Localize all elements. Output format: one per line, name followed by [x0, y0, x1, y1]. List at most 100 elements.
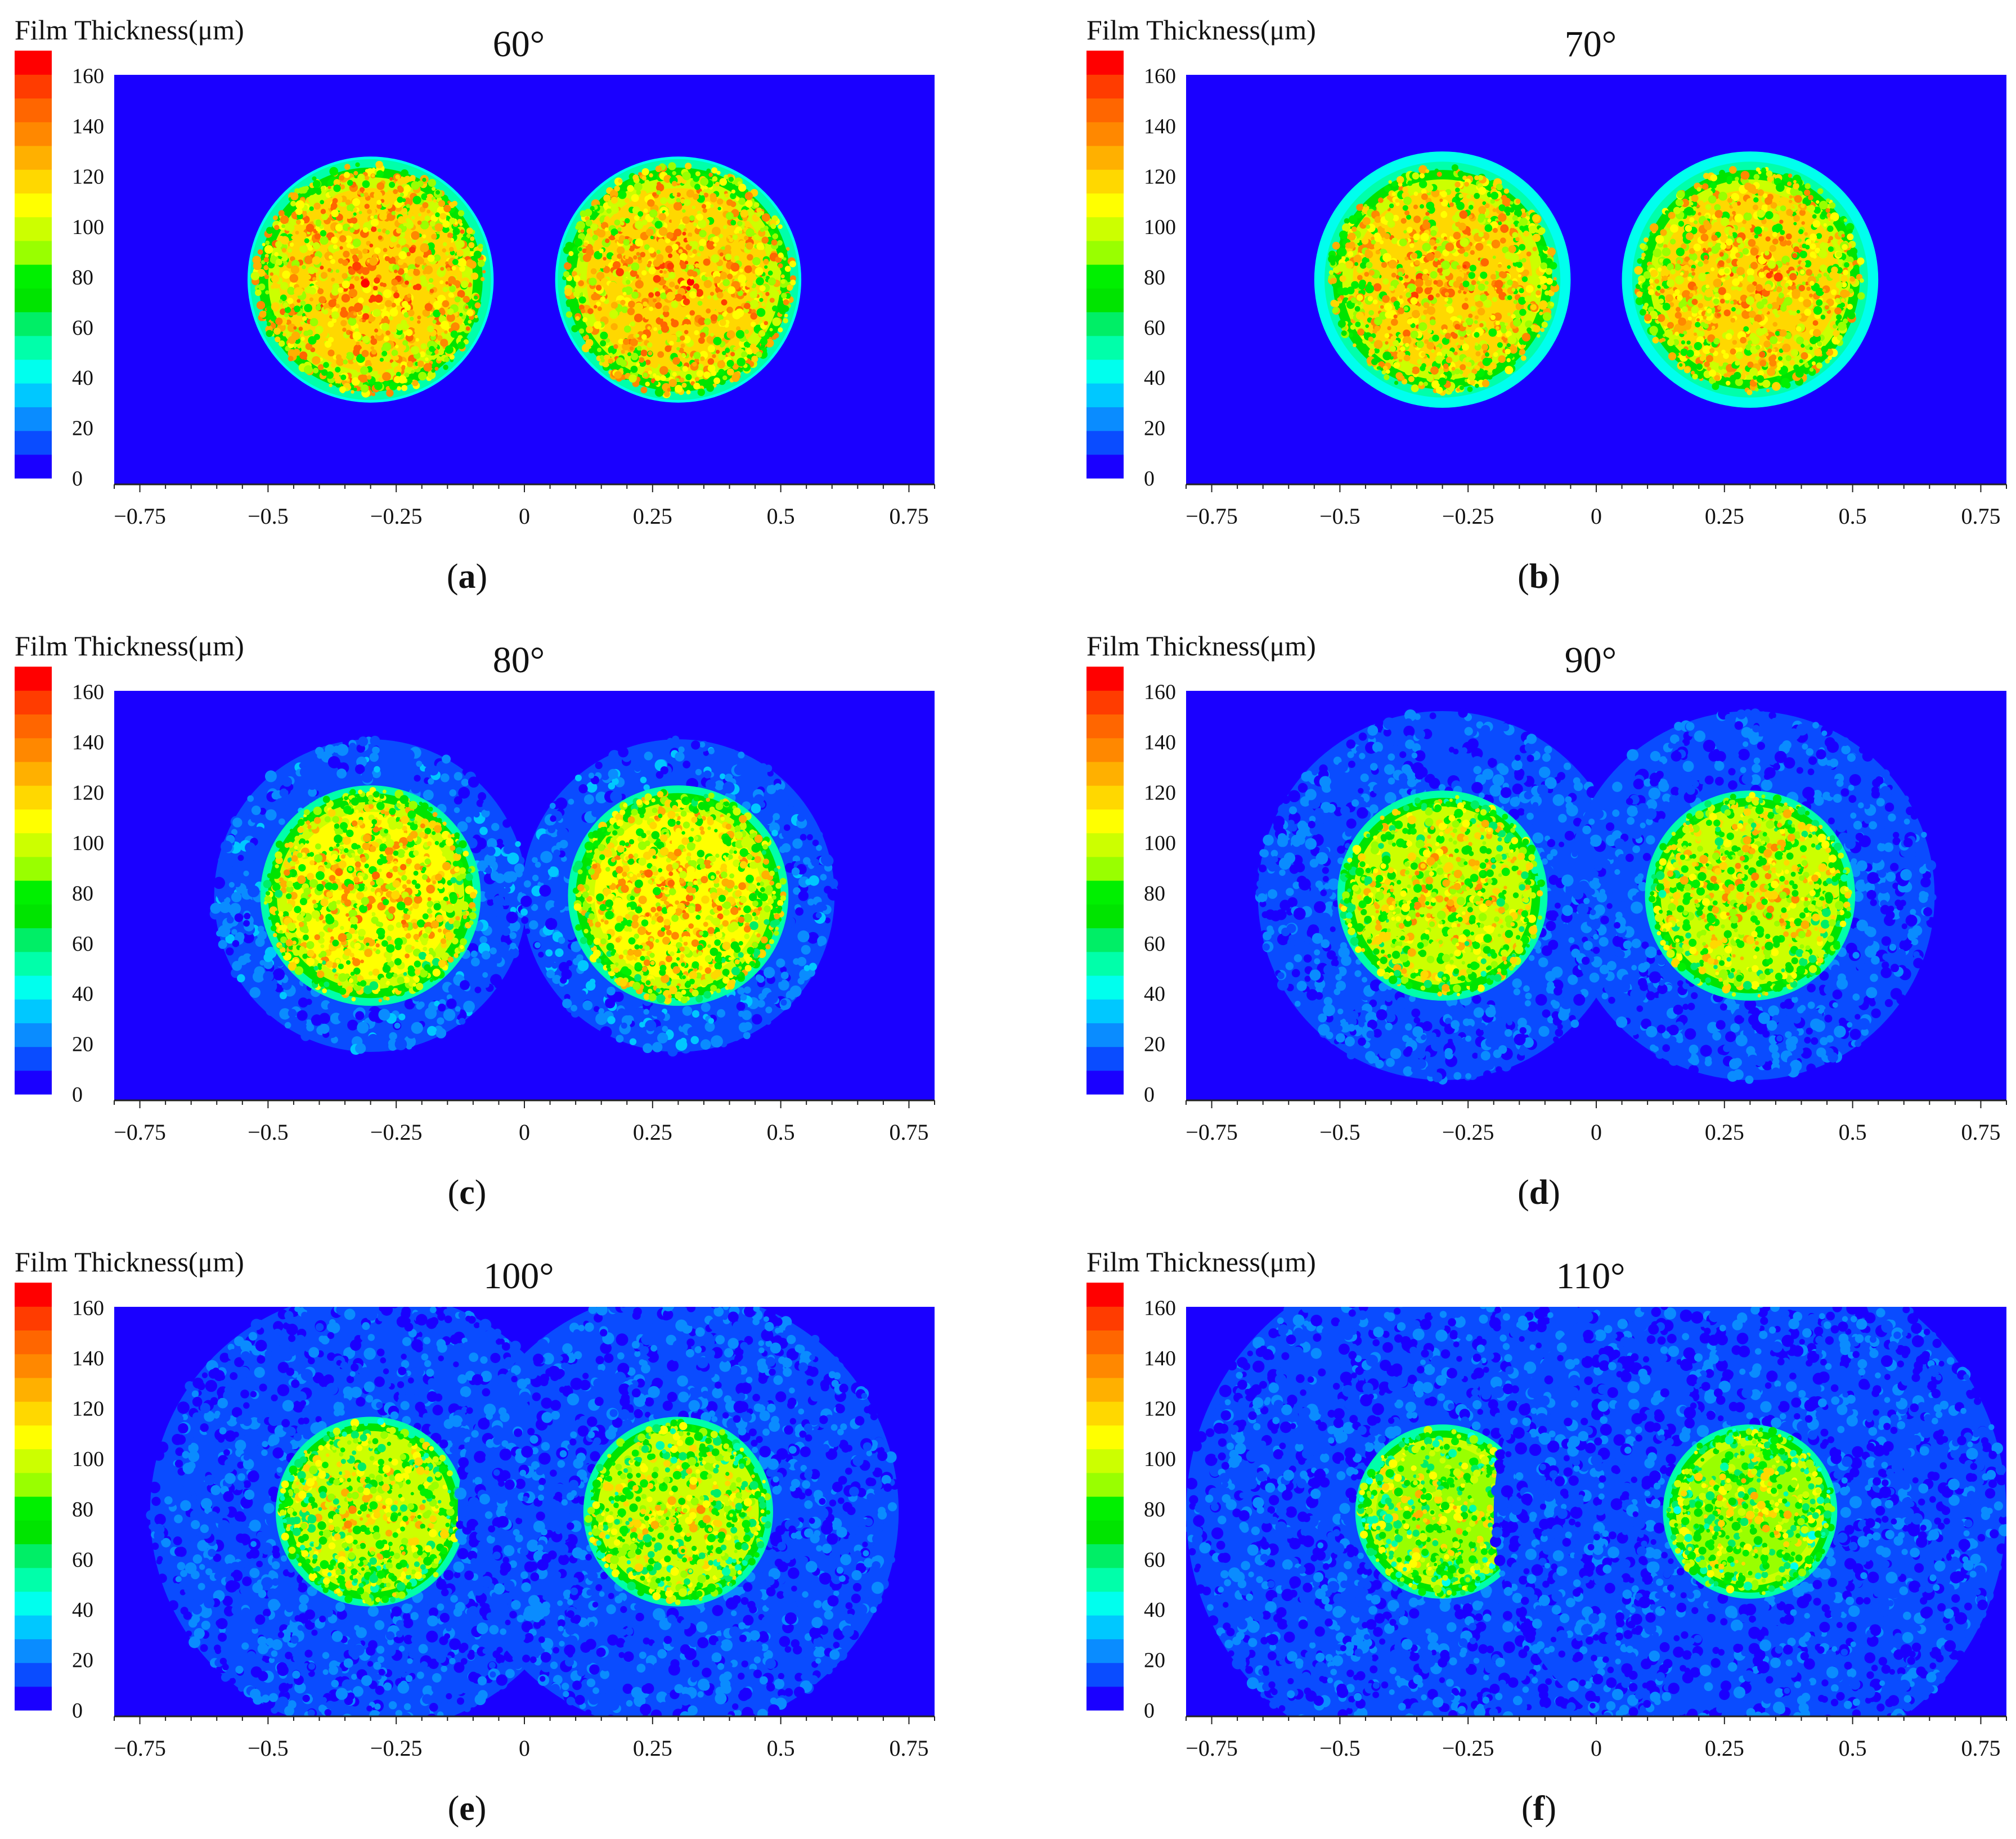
colorbar-tick-label: 120: [72, 781, 104, 805]
colorbar-segment: [1086, 1070, 1124, 1095]
colorbar-segment: [15, 1070, 52, 1095]
colorbar-segment: [15, 667, 52, 691]
colorbar-tick-label: 0: [1144, 1083, 1155, 1107]
colorbar-segment: [15, 51, 52, 75]
heatmap-area: [1186, 1307, 2006, 1716]
x-tick-label: 0.25: [1705, 1735, 1744, 1761]
x-tick-label: 0.5: [767, 1735, 795, 1761]
colorbar-segment: [1086, 1686, 1124, 1711]
heatmap-area: [1186, 75, 2006, 484]
colorbar-segment: [1086, 312, 1124, 336]
x-axis: −0.75 −0.5 −0.25 0 0.25 0.5 0.75: [1186, 1715, 2007, 1761]
colorbar-tick-label: 0: [1144, 467, 1155, 491]
colorbar-tick-label: 40: [72, 1598, 93, 1622]
colorbar-segment: [15, 1046, 52, 1071]
colorbar-tick-label: 40: [1144, 1598, 1165, 1622]
colorbar-segment: [1086, 1567, 1124, 1592]
colorbar-title: Film Thickness(μm): [1086, 14, 1316, 46]
x-tick-label: −0.75: [1186, 503, 1238, 529]
colorbar-segment: [15, 217, 52, 241]
x-tick-label: 0: [1591, 1119, 1602, 1145]
colorbar-segment: [1086, 667, 1124, 691]
colorbar-tick-label: 0: [1144, 1699, 1155, 1723]
colorbar-segment: [15, 264, 52, 289]
x-tick-label: 0.5: [767, 1119, 795, 1145]
colorbar-segment: [1086, 714, 1124, 739]
colorbar-segment: [1086, 951, 1124, 976]
colorbar-tick-label: 100: [72, 1447, 104, 1471]
x-tick-label: −0.5: [248, 1735, 289, 1761]
colorbar-tick-label: 20: [1144, 1033, 1165, 1056]
colorbar-segment: [1086, 1401, 1124, 1426]
colorbar-title: Film Thickness(μm): [15, 1246, 244, 1278]
colorbar-title: Film Thickness(μm): [1086, 1246, 1316, 1278]
panel-caption: (c): [448, 1173, 487, 1212]
colorbar-segment: [1086, 359, 1124, 384]
colorbar-tick-label: 100: [72, 831, 104, 855]
colorbar-segment: [1086, 809, 1124, 834]
colorbar-segment: [15, 122, 52, 146]
panel-caption: (b): [1517, 557, 1560, 596]
colorbar-segment: [15, 1615, 52, 1639]
colorbar-segment: [1086, 880, 1124, 905]
panel-title: 100°: [483, 1256, 554, 1297]
colorbar-tick-label: 20: [72, 417, 93, 440]
colorbar-tick-label: 140: [72, 115, 104, 138]
colorbar-segment: [1086, 1306, 1124, 1331]
colorbar-segment: [15, 1425, 52, 1450]
x-tick-label: 0: [519, 1119, 530, 1145]
colorbar-segment: [1086, 169, 1124, 194]
heatmap-area: [114, 75, 935, 484]
colorbar-segment: [1086, 1449, 1124, 1473]
colorbar-tick-label: 20: [1144, 1649, 1165, 1672]
colorbar-tick-label: 80: [72, 1498, 93, 1521]
x-tick-label: −0.75: [114, 1119, 166, 1145]
colorbar-tick-label: 60: [72, 1548, 93, 1572]
x-tick-label: −0.75: [1186, 1735, 1238, 1761]
colorbar-tick-label: 140: [72, 731, 104, 754]
x-tick-label: −0.5: [1319, 503, 1361, 529]
x-tick-label: 0: [519, 1735, 530, 1761]
spray-spot: [1490, 1307, 2006, 1716]
colorbar-segment: [1086, 1425, 1124, 1450]
x-tick-label: 0.75: [889, 503, 928, 529]
colorbar-segment: [15, 951, 52, 976]
colorbar-title: Film Thickness(μm): [1086, 630, 1316, 662]
x-tick-label: 0.25: [1705, 503, 1744, 529]
colorbar-segment: [1086, 999, 1124, 1023]
colorbar-segment: [15, 856, 52, 881]
colorbar-segment: [1086, 407, 1124, 431]
colorbar-tick-label: 0: [72, 1083, 83, 1107]
colorbar-tick-label: 80: [72, 882, 93, 905]
x-tick-label: 0.5: [1839, 1735, 1867, 1761]
colorbar-segment: [1086, 122, 1124, 146]
colorbar-segment: [1086, 690, 1124, 715]
colorbar: Film Thickness(μm) 0 20 40 60 80 100 120 140 160: [15, 1246, 244, 1723]
colorbar-segment: [15, 880, 52, 905]
x-tick-label: 0: [519, 503, 530, 529]
colorbar-segment: [1086, 193, 1124, 218]
colorbar-segment: [1086, 1472, 1124, 1497]
x-tick-label: −0.5: [1319, 1735, 1361, 1761]
x-tick-label: 0.75: [1961, 1735, 2000, 1761]
colorbar-tick-label: 160: [72, 65, 104, 88]
colorbar-tick-label: 120: [72, 165, 104, 189]
colorbar-tick-label: 100: [1144, 831, 1176, 855]
colorbar-segment: [1086, 51, 1124, 75]
colorbar-segment: [15, 785, 52, 810]
colorbar: Film Thickness(μm) 0 20 40 60 80 100 120 140 160: [1086, 14, 1316, 491]
colorbar-tick-label: 160: [72, 1297, 104, 1320]
colorbar-segment: [1086, 454, 1124, 479]
colorbar: Film Thickness(μm) 0 20 40 60 80 100 120 140 160: [1086, 1246, 1316, 1723]
colorbar-segment: [1086, 98, 1124, 123]
panel-caption: (f): [1521, 1789, 1556, 1828]
colorbar-segment: [15, 1306, 52, 1331]
colorbar-segment: [1086, 856, 1124, 881]
colorbar-segment: [15, 999, 52, 1023]
colorbar-segment: [1086, 217, 1124, 241]
heatmap-background: [1186, 75, 2006, 484]
colorbar-segment: [1086, 761, 1124, 786]
colorbar-segment: [1086, 1496, 1124, 1521]
colorbar-segment: [15, 1567, 52, 1592]
x-tick-label: 0.75: [1961, 503, 2000, 529]
